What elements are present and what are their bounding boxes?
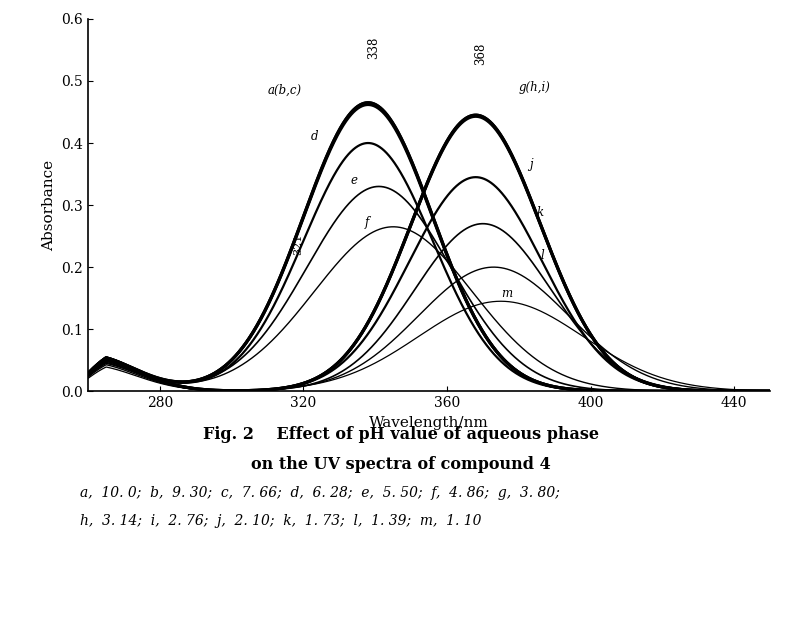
- Text: l: l: [541, 249, 544, 262]
- Text: g(h,i): g(h,i): [519, 81, 551, 93]
- Text: 368: 368: [475, 43, 488, 66]
- Text: on the UV spectra of compound 4: on the UV spectra of compound 4: [251, 456, 551, 473]
- Text: h,  3. 14;  i,  2. 76;  j,  2. 10;  k,  1. 73;  l,  1. 39;  m,  1. 10: h, 3. 14; i, 2. 76; j, 2. 10; k, 1. 73; …: [80, 514, 482, 528]
- Text: j: j: [529, 158, 533, 171]
- Text: m: m: [500, 286, 512, 300]
- Text: e: e: [350, 174, 357, 187]
- Text: 338: 338: [367, 37, 380, 59]
- X-axis label: Wavelength/nm: Wavelength/nm: [369, 416, 489, 430]
- Text: d: d: [310, 131, 318, 143]
- Text: k: k: [537, 206, 544, 219]
- Text: Fig. 2    Effect of pH value of aqueous phase: Fig. 2 Effect of pH value of aqueous pha…: [203, 426, 599, 443]
- Text: 321: 321: [294, 233, 303, 255]
- Y-axis label: Absorbance: Absorbance: [42, 160, 56, 251]
- Text: a(b,c): a(b,c): [268, 84, 302, 97]
- Text: f: f: [364, 216, 369, 229]
- Text: a,  10. 0;  b,  9. 30;  c,  7. 66;  d,  6. 28;  e,  5. 50;  f,  4. 86;  g,  3. 8: a, 10. 0; b, 9. 30; c, 7. 66; d, 6. 28; …: [80, 486, 560, 500]
